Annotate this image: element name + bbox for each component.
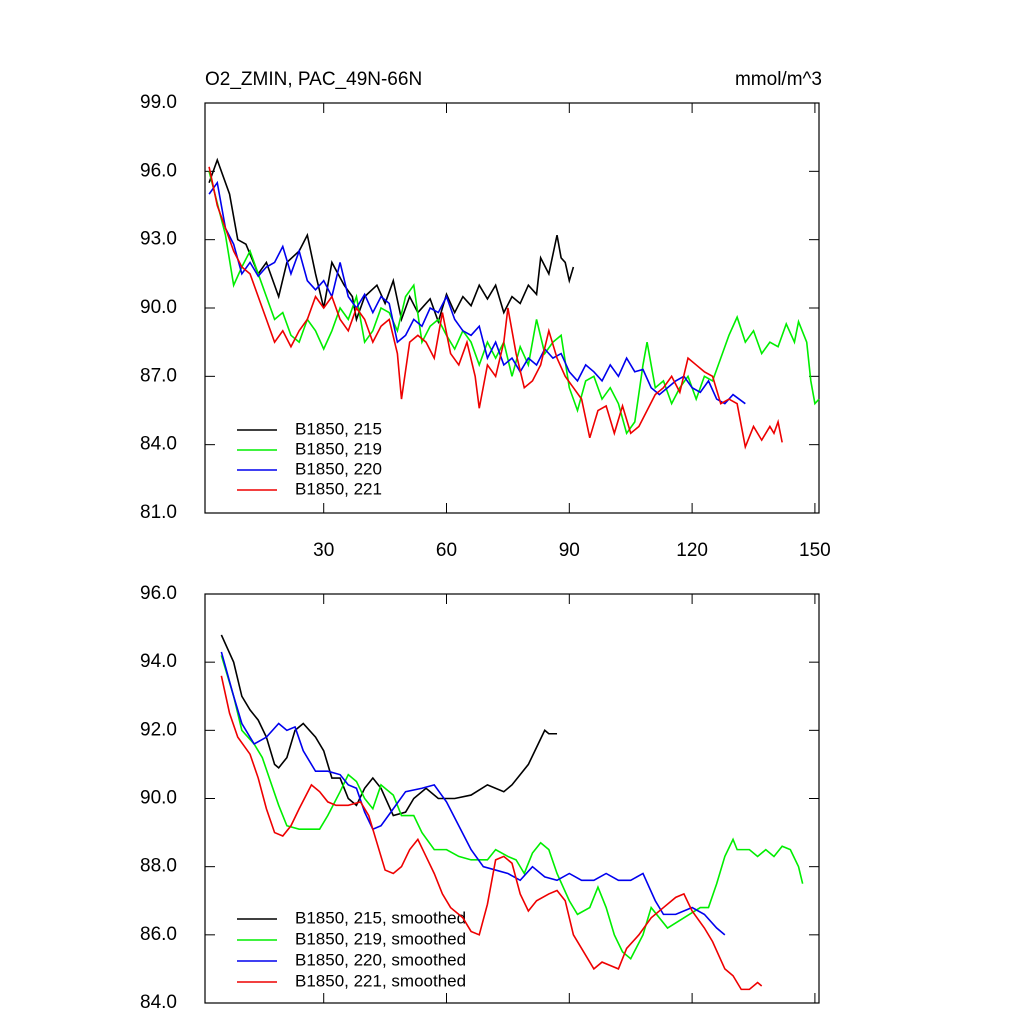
x-tick-label: 120 [676,540,708,561]
x-tick-label: 90 [559,540,580,561]
y-tick-label: 99.0 [140,92,177,113]
data-line [220,655,804,960]
y-tick-label: 93.0 [140,229,177,250]
y-tick-label: 87.0 [140,365,177,386]
data-line [220,634,558,817]
y-tick-label: 81.0 [140,502,177,523]
x-tick-label: 60 [436,540,457,561]
legend-label: B1850, 215, smoothed [295,908,466,927]
legend-label: B1850, 220, smoothed [295,950,466,969]
y-tick-label: 84.0 [140,992,177,1013]
legend-label: B1850, 221, smoothed [295,971,466,990]
data-line [208,157,575,325]
y-tick-label: 84.0 [140,434,177,455]
y-tick-label: 86.0 [140,924,177,945]
y-tick-label: 94.0 [140,651,177,672]
y-tick-label: 88.0 [140,856,177,877]
legend-label: B1850, 219 [295,439,382,458]
x-tick-label: 150 [799,540,831,561]
legend-label: B1850, 220 [295,459,382,478]
y-tick-label: 90.0 [140,788,177,809]
legend-label: B1850, 221 [295,479,382,498]
data-line [220,651,726,936]
y-tick-label: 90.0 [140,297,177,318]
x-tick-label: 30 [313,540,334,561]
y-tick-label: 96.0 [140,160,177,181]
data-line [208,180,746,405]
y-tick-label: 96.0 [140,583,177,604]
chart-title: O2_ZMIN, PAC_49N-66N [205,69,422,90]
units-label: mmol/m^3 [735,69,822,90]
data-line [208,166,783,450]
legend-label: B1850, 219, smoothed [295,929,466,948]
legend-label: B1850, 215 [295,419,382,438]
data-line [220,675,763,991]
y-tick-label: 92.0 [140,719,177,740]
data-line [208,171,820,436]
